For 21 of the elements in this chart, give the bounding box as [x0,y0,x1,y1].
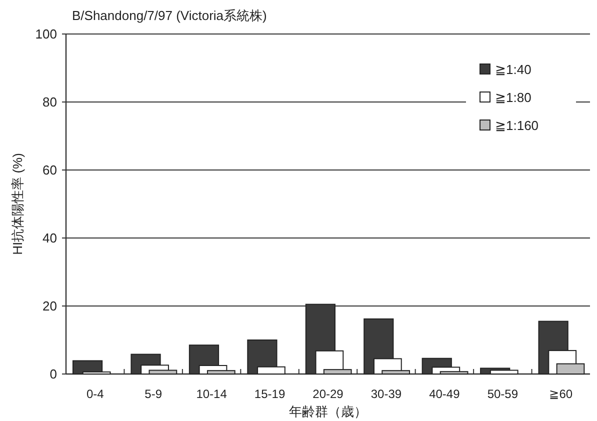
legend-label: ≧1:80 [495,90,532,105]
x-tick-label: 15-19 [254,387,286,401]
chart-title: B/Shandong/7/97 (Victoria系統株) [72,8,267,23]
x-tick-label: 50-59 [487,387,518,401]
x-axis-title: 年齢群（歳） [289,404,367,419]
x-tick-label: ≧60 [549,387,573,401]
x-tick-label: 5-9 [144,387,162,401]
y-tick-label: 60 [42,162,57,178]
legend-label: ≧1:40 [495,62,532,77]
y-tick-label: 20 [42,298,57,314]
x-tick-label: 10-14 [196,387,228,401]
x-tick-label: 30-39 [370,387,402,401]
x-tick-label: 0-4 [86,387,104,401]
legend-label: ≧1:160 [495,118,539,133]
y-tick-label: 100 [35,26,57,42]
y-tick-label: 0 [50,366,57,382]
x-tick-label: 40-49 [429,387,460,401]
y-tick-label: 40 [42,230,57,246]
y-tick-label: 80 [42,94,57,110]
x-tick-label: 20-29 [312,387,344,401]
y-axis-title: HI抗体陽性率 (%) [10,153,25,255]
